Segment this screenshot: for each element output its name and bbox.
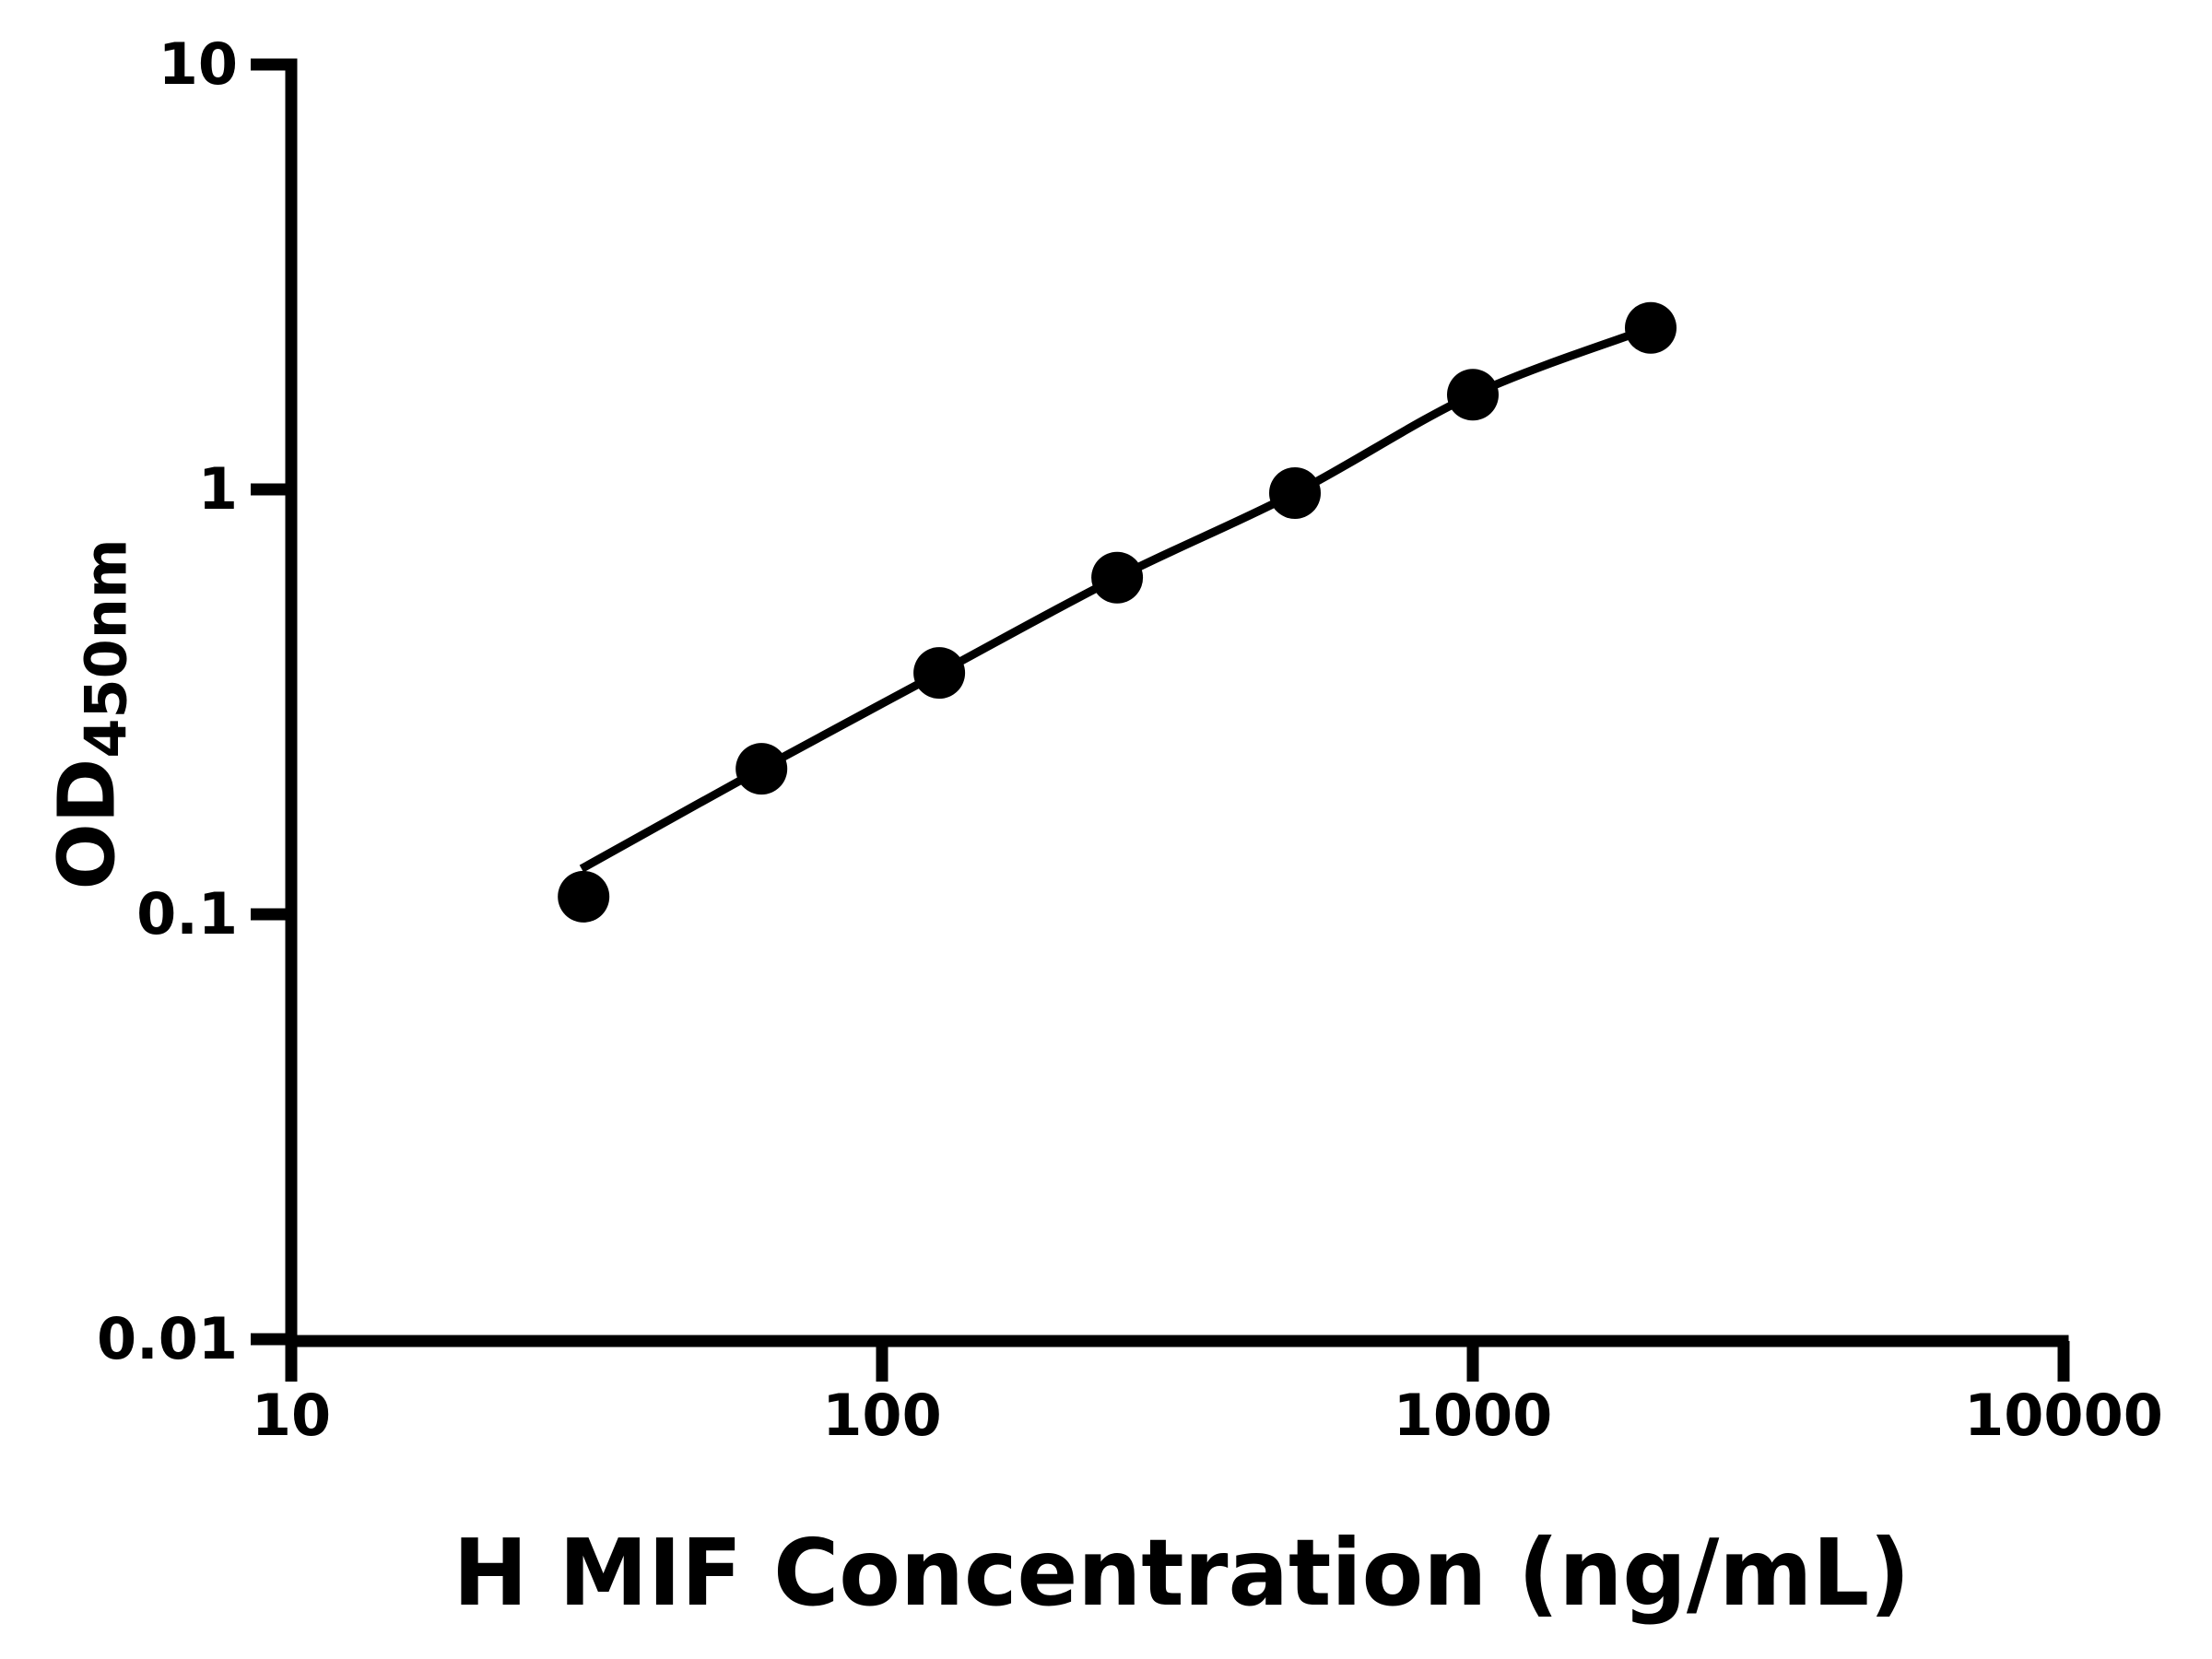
x-axis-title: H MIF Concentration (ng/mL) xyxy=(453,1519,1911,1627)
y-tick-label: 0.01 xyxy=(97,1305,238,1372)
data-point-marker xyxy=(1269,467,1321,519)
y-axis-title-main: OD xyxy=(41,758,134,890)
data-point-marker xyxy=(735,743,788,795)
data-point-marker xyxy=(558,870,610,923)
data-point-marker xyxy=(1447,369,1499,421)
x-tick-label: 10000 xyxy=(1964,1382,2163,1449)
x-tick-label: 100 xyxy=(822,1382,942,1449)
y-axis-title: OD450nm xyxy=(42,538,146,890)
x-tick-label: 10 xyxy=(251,1382,332,1449)
y-tick-label: 0.1 xyxy=(136,880,238,947)
x-tick-label: 1000 xyxy=(1393,1382,1553,1449)
data-point-marker xyxy=(1625,301,1677,354)
data-point-marker xyxy=(1091,551,1144,604)
data-point-marker xyxy=(913,647,966,700)
y-axis-title-subscript: 450nm xyxy=(72,538,140,759)
y-tick-label: 1 xyxy=(197,455,238,523)
y-tick-label: 10 xyxy=(158,30,238,98)
